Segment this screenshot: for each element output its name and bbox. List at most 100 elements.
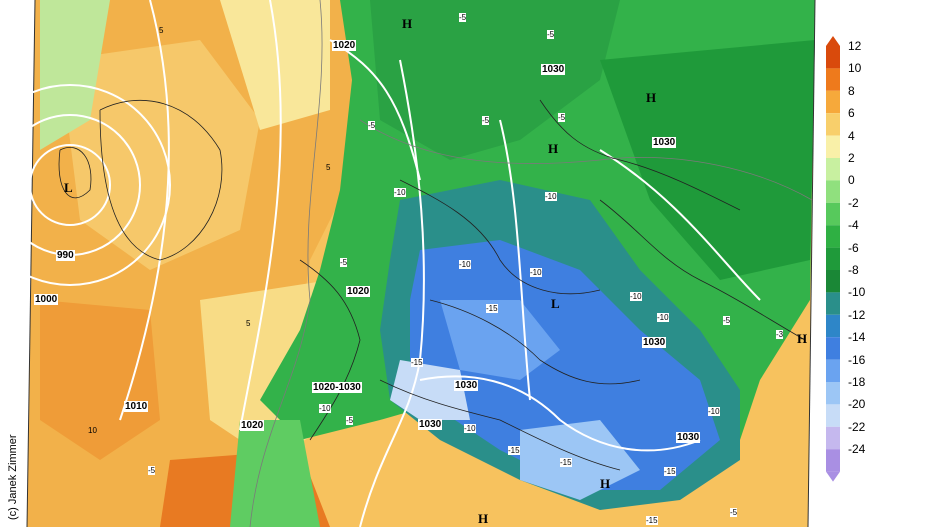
legend-swatch: [826, 90, 840, 114]
legend-swatch: [826, 292, 840, 315]
isotherm-label: 5: [159, 26, 164, 35]
legend-swatch: [826, 180, 840, 203]
legend-swatch: [826, 68, 840, 91]
frame-right: [807, 0, 816, 527]
isotherm-label: -5: [368, 121, 376, 130]
isotherm-label: -10: [708, 407, 720, 416]
legend-swatch: [826, 46, 840, 69]
isobar-label-1030-east: 1030: [652, 137, 677, 148]
high-pressure-marker: H: [600, 476, 611, 491]
legend-swatch: [826, 404, 840, 427]
isotherm-label: -15: [508, 446, 520, 455]
scandinavia-cold-region: [370, 0, 620, 160]
isotherm-label: -5: [346, 416, 354, 425]
legend-swatch: [826, 382, 840, 405]
legend-swatch: [826, 449, 840, 472]
legend-label: -4: [848, 218, 859, 233]
isobar-label-1020-south: 1020: [240, 420, 265, 431]
isotherm-label: -10: [319, 404, 331, 413]
low-pressure-marker: L: [64, 180, 73, 195]
isobar-label-1020-center: 1020: [346, 286, 371, 297]
isobar-label-1030-balkan: 1030: [676, 432, 701, 443]
isobar-label-1030-adriatic: 1030: [418, 419, 443, 430]
isotherm-label: -10: [464, 424, 476, 433]
frost-deep-region: [440, 300, 560, 380]
legend-label: 2: [848, 151, 855, 165]
frame-left: [26, 0, 36, 527]
legend-swatch: [826, 158, 840, 181]
legend-swatch: [826, 247, 840, 270]
isotherm-label: -5: [730, 508, 738, 517]
legend-label: 12: [848, 39, 862, 53]
isotherm-label: -5: [148, 466, 156, 475]
legend-label: 0: [848, 173, 855, 188]
legend-label: 4: [848, 128, 855, 143]
isotherm-label: -5: [482, 116, 490, 125]
isobar-label-1030-carpathian: 1030: [642, 337, 667, 348]
isotherm-label: -10: [530, 268, 542, 277]
high-pressure-marker: H: [646, 90, 657, 105]
high-pressure-marker: H: [548, 141, 559, 156]
isotherm-label: 5: [326, 163, 331, 172]
isotherm-label: -15: [486, 304, 498, 313]
isobar-label-1030-alps: 1030: [454, 380, 479, 391]
iberia-north-region: [40, 300, 160, 460]
isotherm-label: -15: [664, 467, 676, 476]
legend-top-arrow: [826, 36, 840, 46]
isotherm-label: -15: [560, 458, 572, 467]
balkan-deep-frost-region: [520, 420, 640, 500]
author-credit-text: (c) Janek Zimmer: [7, 434, 19, 520]
isotherm-label: -5: [558, 113, 566, 122]
isobar-label-1020-north: 1020: [332, 40, 357, 51]
legend-label: -12: [848, 307, 866, 322]
isotherm-label: -5: [340, 258, 348, 267]
isotherm-label: -5: [547, 30, 555, 39]
isotherm-label: -10: [459, 260, 471, 269]
isotherm-label: -5: [459, 13, 467, 22]
isotherm-label: -15: [411, 358, 423, 367]
legend-swatch: [826, 113, 840, 136]
high-pressure-marker: H: [478, 511, 489, 526]
isotherm-label: -10: [545, 192, 557, 201]
legend-swatch: [826, 314, 840, 338]
isotherm-label: -10: [657, 313, 669, 322]
author-credit: (c) Janek Zimmer: [2, 395, 24, 525]
isotherm-label: -15: [646, 516, 658, 525]
legend-label: 6: [848, 106, 855, 121]
isobar-label-1030-north: 1030: [541, 64, 566, 75]
legend-swatch: [826, 225, 840, 248]
legend-label: -22: [848, 419, 866, 434]
isotherm-label: -10: [394, 188, 406, 197]
legend-label: -6: [848, 240, 859, 255]
isobar-label-1000: 1000: [34, 294, 59, 305]
italy-north-region: [230, 420, 320, 527]
isotherm-lines: [249, 0, 813, 527]
isobar-label-1020-1030-alps: 1020-1030: [312, 382, 362, 393]
east-cold-region: [600, 40, 815, 280]
isotherm-label: -5: [723, 316, 731, 325]
isobar-label-990: 990: [56, 250, 75, 261]
high-pressure-marker: H: [797, 331, 808, 346]
legend-color-bar: [826, 36, 840, 482]
legend-swatch: [826, 359, 840, 382]
isotherm-label: -10: [630, 292, 642, 301]
legend-swatch: [826, 202, 840, 226]
legend-label: -20: [848, 397, 866, 412]
alps-deep-frost-region: [390, 360, 470, 420]
isotherm-label: 10: [88, 426, 97, 435]
country-borders: [58, 99, 806, 471]
legend-swatch: [826, 426, 840, 450]
isotherm-label: 5: [246, 319, 251, 328]
temperature-legend: 12 10 8 6 4 2 0 -2 -4 -6 -8 -10 -12 -14 -16 -18 -20 -22 -2…: [818, 34, 936, 489]
legend-label: 8: [848, 83, 855, 98]
legend-label: -8: [848, 263, 859, 277]
high-pressure-marker: H: [402, 16, 413, 31]
legend-label: -18: [848, 375, 866, 389]
legend-swatch: [826, 270, 840, 293]
legend-swatch: [826, 135, 840, 158]
isotherm-label: -3: [776, 330, 784, 339]
legend-label: -16: [848, 352, 866, 367]
legend-label: -14: [848, 330, 866, 345]
north-sea-mild-region: [220, 0, 330, 130]
